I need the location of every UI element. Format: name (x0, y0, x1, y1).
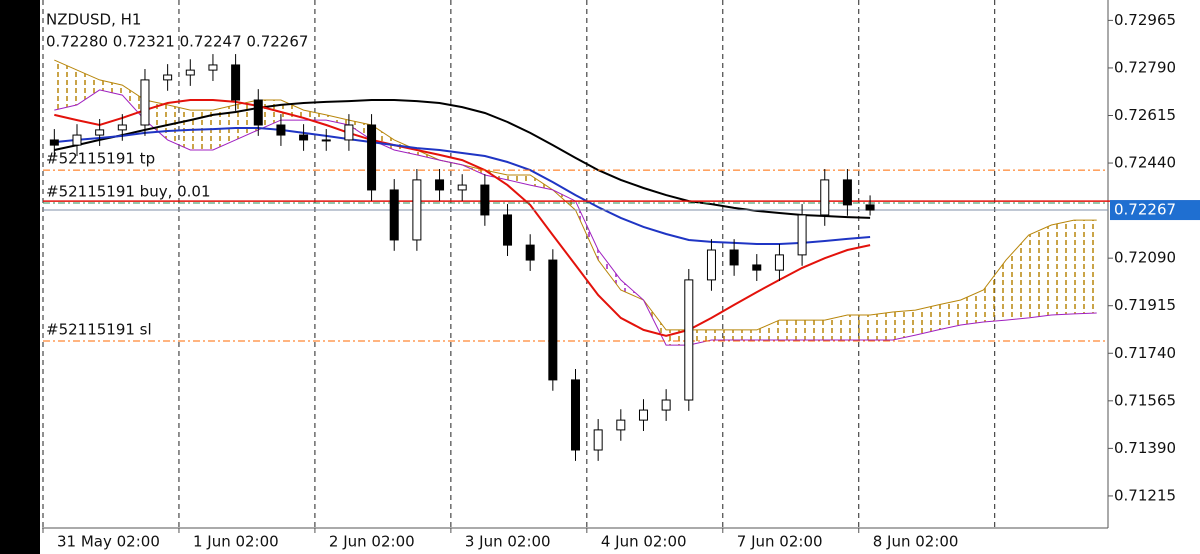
candle-body (299, 134, 309, 141)
cloud-segment (802, 320, 825, 340)
chart-title: NZDUSD, H1 (46, 11, 141, 29)
candle-body (389, 189, 399, 241)
price-box (1110, 200, 1200, 221)
candle-body (729, 249, 739, 266)
cloud-segment (1028, 225, 1052, 318)
x-tick-label: 31 May 02:00 (57, 533, 160, 551)
order-label: #52115191 sl (46, 321, 152, 339)
candle-body (684, 279, 694, 401)
cloud-segment (303, 110, 327, 121)
candle-body (480, 184, 490, 216)
cloud-segment (99, 79, 123, 96)
candle-body (72, 134, 82, 146)
cloud-segment (76, 70, 100, 105)
candle-body (367, 124, 377, 191)
x-tick-label: 8 Jun 02:00 (873, 533, 959, 551)
cloud-segment (507, 175, 531, 186)
cloud-segment (779, 320, 803, 340)
cloud-segment (847, 314, 871, 340)
x-tick-label: 2 Jun 02:00 (329, 533, 415, 551)
cloud-segment (54, 60, 77, 111)
candle-body (49, 139, 59, 146)
y-tick-label: 0.72790 (1114, 58, 1176, 76)
price-label: 0.72267 (1114, 201, 1176, 219)
y-tick-label: 0.71565 (1114, 391, 1176, 409)
x-tick-label: 7 Jun 02:00 (737, 533, 823, 551)
plot-area: #52115191 tp #52115191 buy, 0.01 #52115191… (42, 0, 1200, 533)
candle-body (276, 124, 286, 136)
y-tick-label: 0.72090 (1114, 249, 1176, 267)
candle-body (820, 179, 830, 216)
y-tick-label: 0.71215 (1114, 486, 1176, 504)
cloud-segment (484, 170, 508, 180)
candle-body (616, 419, 626, 431)
candle-body (140, 79, 150, 126)
cloud-segment (915, 304, 939, 336)
candle-body (185, 69, 195, 76)
candle-body (752, 264, 762, 271)
moving-average (54, 99, 871, 219)
cloud-segment (598, 250, 621, 290)
x-tick-label: 4 Jun 02:00 (601, 533, 687, 551)
candle-body (231, 64, 241, 101)
ohlc-text: 0.72280 0.72321 0.72247 0.72267 (46, 33, 308, 51)
screen-edge (0, 0, 40, 554)
candle-body (435, 179, 445, 191)
y-tick-label: 0.71915 (1114, 296, 1176, 314)
cloud-segment (348, 120, 372, 140)
order-label: #52115191 tp (46, 150, 155, 168)
cloud-segment (892, 310, 916, 340)
moving-average (54, 99, 871, 337)
cloud-segment (144, 100, 168, 140)
candle-body (117, 124, 127, 131)
candle-body (344, 124, 354, 141)
candle-body (503, 214, 513, 246)
candle-body (638, 409, 648, 421)
candle-body (842, 179, 852, 206)
cloud-segment (212, 104, 236, 151)
cloud-segment (756, 320, 780, 340)
cloud-segment (326, 114, 349, 126)
cloud-segment (824, 314, 848, 340)
candle-body (774, 254, 784, 271)
cloud-segment (711, 329, 735, 340)
cloud-segment (167, 104, 191, 151)
cloud-segment (983, 260, 1007, 323)
y-tick-label: 0.72965 (1114, 11, 1176, 29)
candle-body (163, 74, 173, 81)
candle-body (525, 244, 535, 261)
x-tick-label: 3 Jun 02:00 (465, 533, 551, 551)
y-tick-label: 0.72615 (1114, 106, 1176, 124)
cloud-segment (734, 329, 757, 340)
cloud-segment (1051, 220, 1075, 315)
cloud-segment (1006, 235, 1029, 321)
order-label: #52115191 buy, 0.01 (46, 182, 211, 200)
candle-body (706, 249, 716, 281)
candle-body (253, 99, 263, 126)
candle-body (457, 184, 467, 191)
candle-body (208, 64, 218, 71)
candle-body (797, 214, 807, 256)
x-tick-label: 1 Jun 02:00 (193, 533, 279, 551)
candle-body (321, 139, 331, 142)
candle-body (548, 259, 558, 381)
y-tick-label: 0.71740 (1114, 344, 1176, 362)
candle-body (571, 379, 580, 451)
cloud-segment (938, 300, 961, 330)
cloud-segment (960, 289, 984, 326)
cloud-segment (870, 311, 893, 340)
cloud-segment (575, 201, 599, 261)
y-tick-label: 0.71390 (1114, 439, 1176, 457)
candle-body (95, 129, 105, 136)
candle-body (865, 204, 875, 211)
candle-body (412, 179, 422, 241)
cloud-segment (1074, 220, 1097, 314)
candle-body (593, 429, 603, 451)
candle-body (661, 399, 671, 411)
y-tick-label: 0.72440 (1114, 154, 1176, 172)
